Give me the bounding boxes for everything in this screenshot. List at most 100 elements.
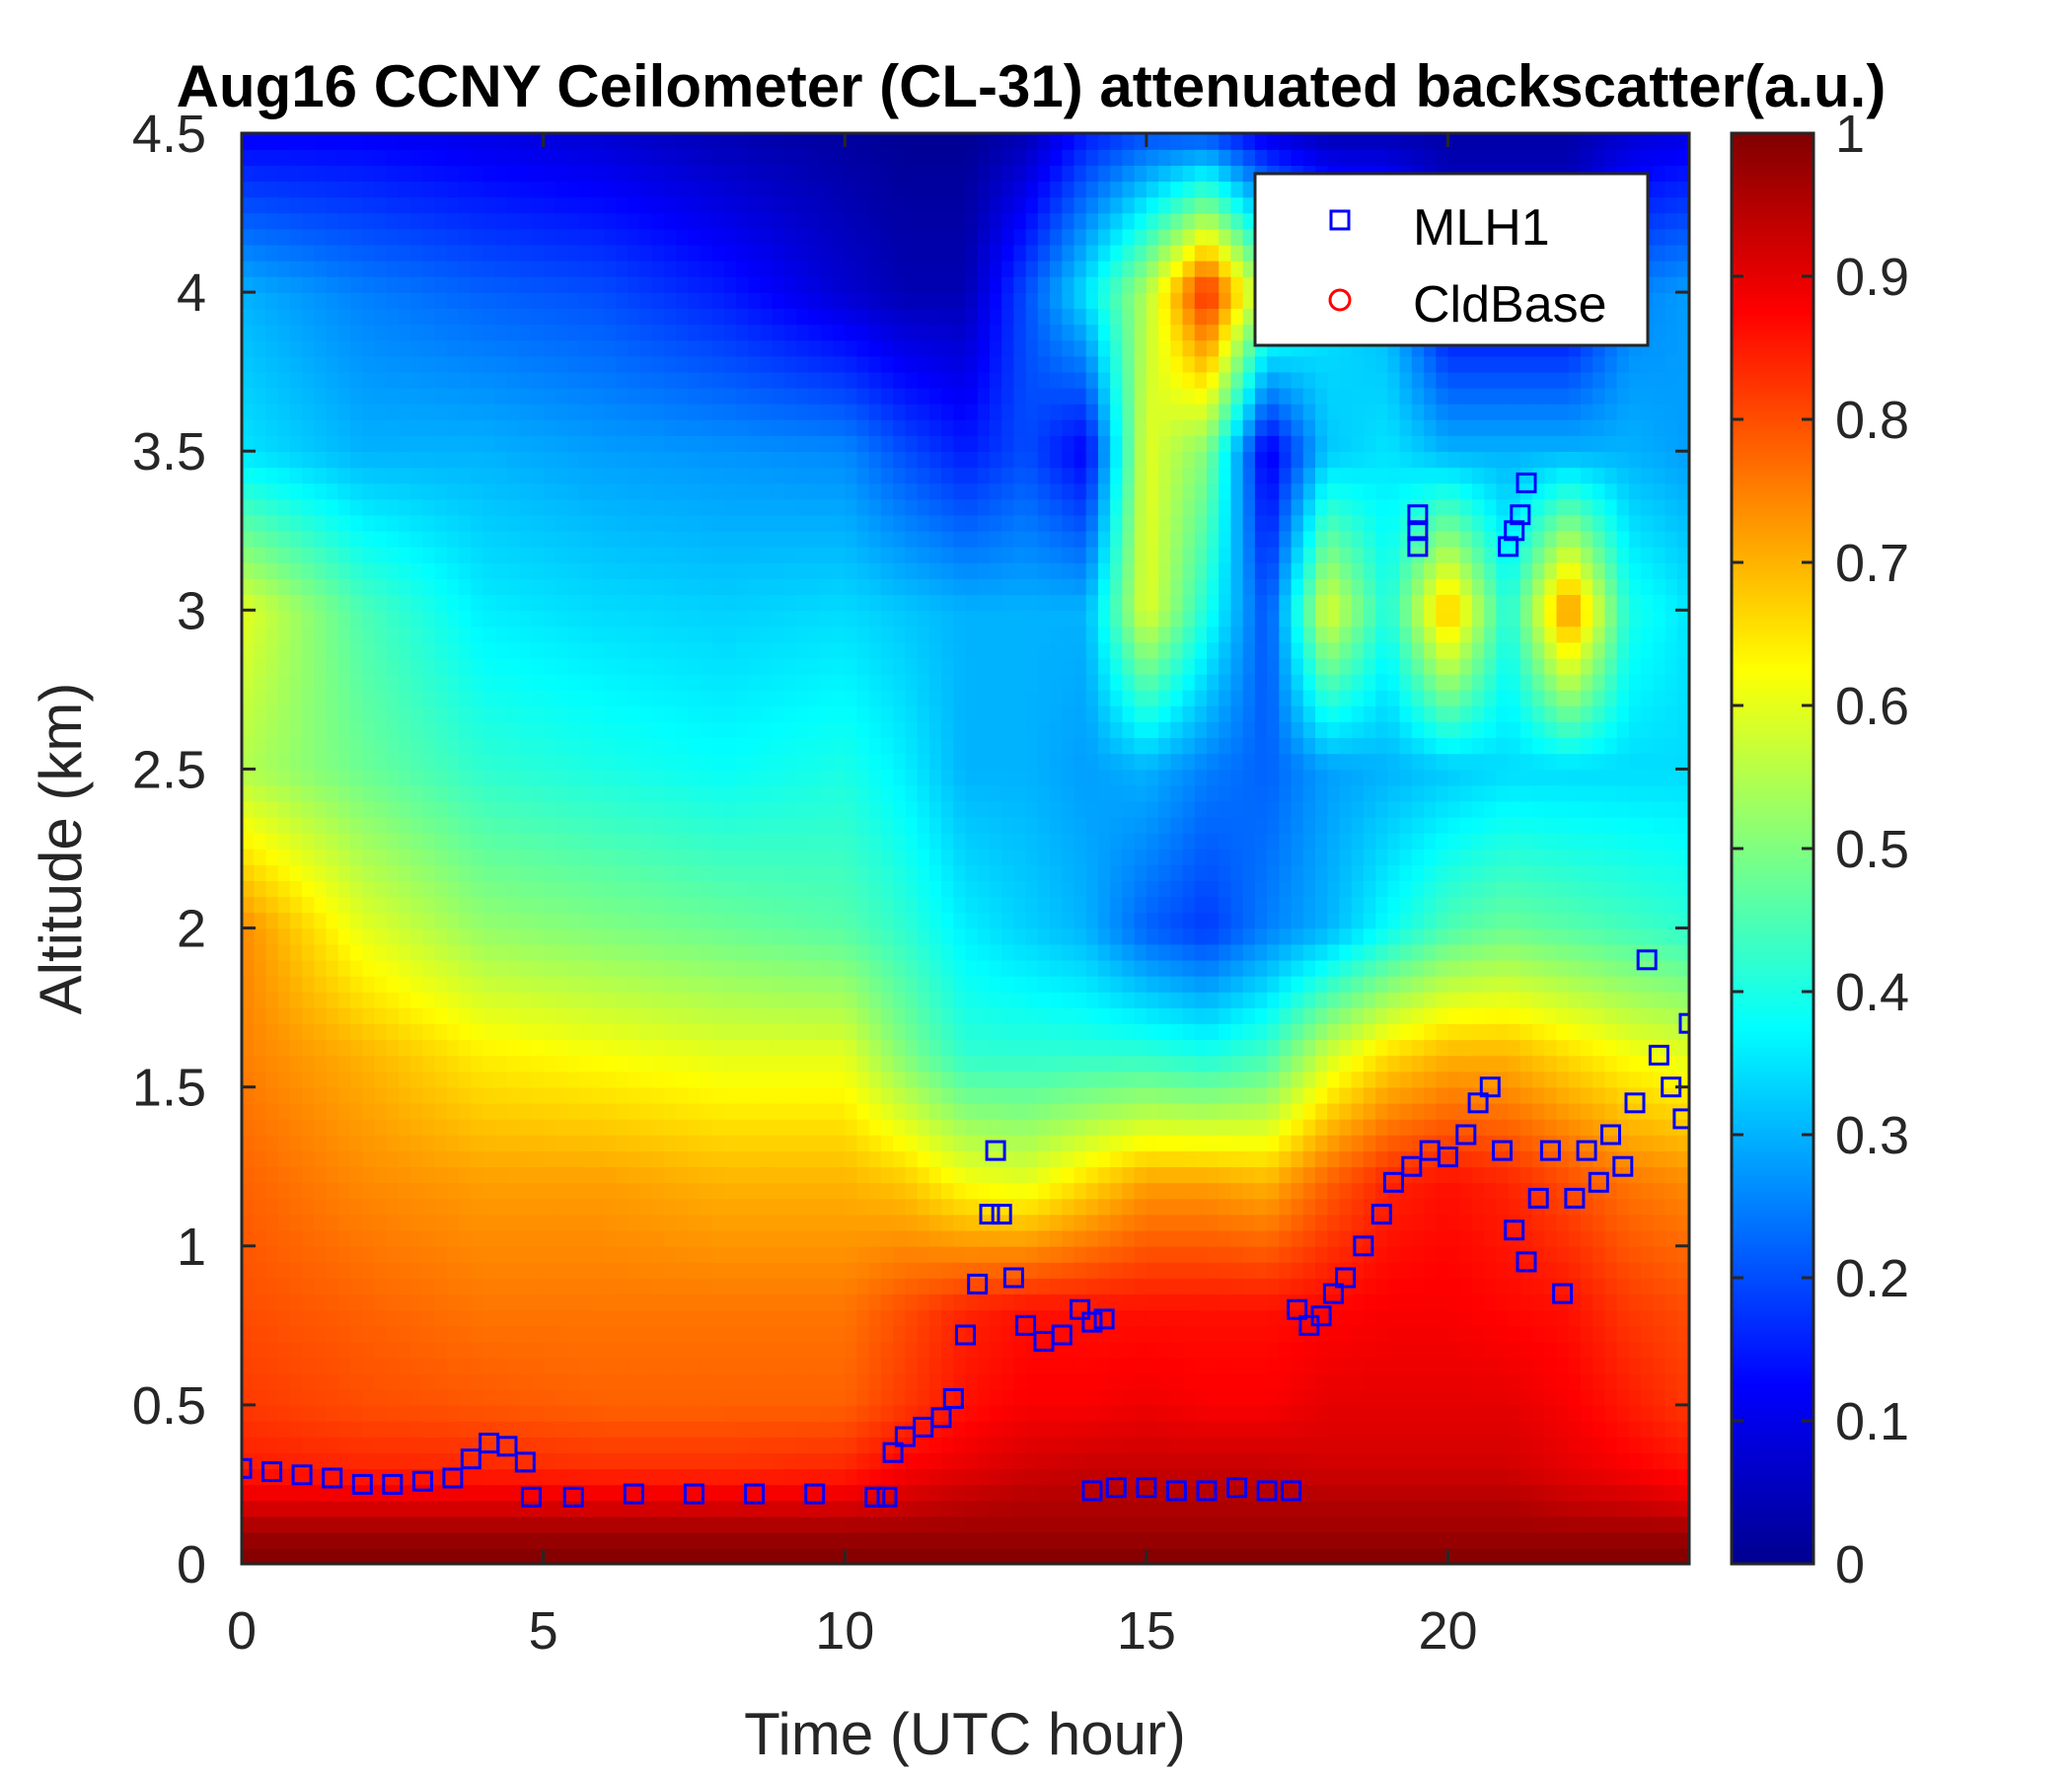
heatmap-cell	[579, 927, 593, 945]
heatmap-cell	[434, 626, 448, 643]
heatmap-cell	[856, 1325, 870, 1343]
heatmap-cell	[856, 1341, 870, 1359]
heatmap-cell	[808, 1102, 822, 1120]
heatmap-cell	[628, 1055, 641, 1073]
heatmap-cell	[374, 626, 388, 643]
heatmap-cell	[289, 753, 303, 771]
heatmap-cell	[543, 1421, 556, 1438]
heatmap-cell	[688, 705, 702, 722]
heatmap-cell	[506, 562, 520, 579]
heatmap-cell	[688, 1437, 702, 1454]
heatmap-cell	[772, 1341, 785, 1359]
heatmap-cell	[446, 1516, 460, 1533]
heatmap-cell	[494, 371, 508, 389]
heatmap-cell	[833, 181, 847, 198]
heatmap-cell	[772, 292, 785, 310]
heatmap-cell	[784, 657, 798, 675]
heatmap-cell	[651, 467, 665, 484]
heatmap-cell	[868, 1198, 882, 1216]
heatmap-cell	[254, 689, 267, 706]
heatmap-cell	[362, 975, 376, 993]
heatmap-cell	[639, 657, 653, 675]
heatmap-cell	[796, 419, 810, 436]
heatmap-cell	[856, 435, 870, 453]
heatmap-cell	[519, 181, 533, 198]
heatmap-cell	[663, 1421, 677, 1438]
heatmap-cell	[459, 610, 473, 628]
heatmap-cell	[615, 959, 629, 977]
heatmap-cell	[362, 498, 376, 516]
heatmap-cell	[398, 371, 411, 389]
heatmap-cell	[893, 1516, 907, 1533]
heatmap-cell	[410, 1500, 424, 1517]
heatmap-cell	[868, 1325, 882, 1343]
heatmap-cell	[868, 1388, 882, 1406]
heatmap-cell	[289, 355, 303, 373]
heatmap-cell	[459, 562, 473, 579]
heatmap-cell	[471, 610, 484, 628]
heatmap-cell	[711, 1007, 725, 1025]
heatmap-cell	[446, 594, 460, 612]
heatmap-cell	[833, 530, 847, 548]
heatmap-cell	[277, 1245, 291, 1263]
heatmap-cell	[711, 530, 725, 548]
heatmap-cell	[808, 1468, 822, 1486]
heatmap-cell	[820, 244, 834, 261]
heatmap-cell	[434, 244, 448, 261]
heatmap-cell	[736, 1135, 750, 1151]
heatmap-cell	[434, 864, 448, 882]
heatmap-cell	[796, 1547, 810, 1564]
heatmap-cell	[651, 244, 665, 261]
heatmap-cell	[446, 769, 460, 786]
heatmap-cell	[688, 784, 702, 802]
heatmap-cell	[254, 784, 267, 802]
heatmap-cell	[651, 1357, 665, 1374]
heatmap-cell	[760, 1039, 774, 1057]
heatmap-cell	[326, 1294, 339, 1311]
heatmap-cell	[482, 1357, 496, 1374]
heatmap-cell	[748, 784, 762, 802]
heatmap-cell	[326, 276, 339, 293]
heatmap-cell	[833, 149, 847, 167]
heatmap-cell	[494, 562, 508, 579]
heatmap-cell	[289, 880, 303, 898]
heatmap-cell	[519, 1421, 533, 1438]
heatmap-cell	[591, 912, 605, 929]
heatmap-cell	[796, 149, 810, 167]
heatmap-cell	[410, 1007, 424, 1025]
heatmap-cell	[820, 1437, 834, 1454]
heatmap-cell	[506, 355, 520, 373]
heatmap-cell	[700, 546, 713, 563]
heatmap-cell	[434, 657, 448, 675]
heatmap-cell	[242, 1150, 256, 1168]
heatmap-cell	[748, 943, 762, 961]
heatmap-cell	[289, 133, 303, 150]
heatmap-cell	[350, 1500, 364, 1517]
heatmap-cell	[663, 1055, 677, 1073]
heatmap-cell	[591, 514, 605, 532]
heatmap-cell	[651, 562, 665, 579]
heatmap-cell	[748, 626, 762, 643]
heatmap-cell	[459, 1500, 473, 1517]
heatmap-cell	[386, 912, 400, 929]
heatmap-cell	[820, 435, 834, 453]
heatmap-cell	[736, 1421, 750, 1438]
heatmap-cell	[688, 1229, 702, 1247]
heatmap-cell	[242, 1404, 256, 1422]
heatmap-cell	[337, 165, 351, 183]
heatmap-cell	[374, 212, 388, 230]
heatmap-cell	[374, 467, 388, 484]
heatmap-cell	[410, 849, 424, 865]
heatmap-cell	[820, 562, 834, 579]
heatmap-cell	[302, 753, 316, 771]
heatmap-cell	[760, 1245, 774, 1263]
heatmap-cell	[651, 228, 665, 246]
heatmap-cell	[242, 864, 256, 882]
heatmap-cell	[700, 594, 713, 612]
heatmap-cell	[254, 1245, 267, 1263]
heatmap-cell	[506, 1071, 520, 1088]
heatmap-cell	[446, 800, 460, 818]
heatmap-cell	[808, 1007, 822, 1025]
heatmap-cell	[868, 149, 882, 167]
heatmap-cell	[386, 435, 400, 453]
